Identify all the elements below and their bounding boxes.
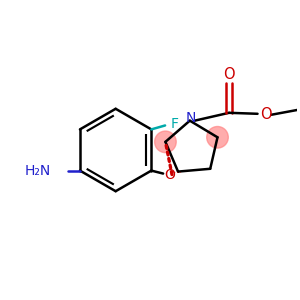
Text: O: O	[261, 107, 272, 122]
Circle shape	[154, 131, 176, 153]
Text: H₂N: H₂N	[24, 164, 50, 178]
Text: O: O	[165, 167, 176, 182]
Text: F: F	[171, 118, 179, 131]
Text: ····: ····	[171, 169, 181, 178]
Text: N: N	[186, 111, 196, 125]
Text: O: O	[223, 67, 235, 82]
Circle shape	[207, 127, 228, 148]
